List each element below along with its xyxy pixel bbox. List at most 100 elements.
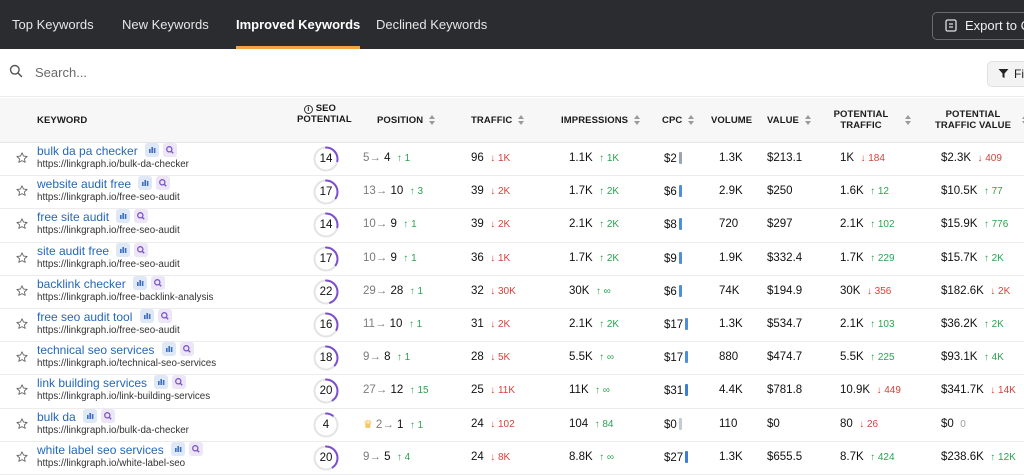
sort-icon[interactable] bbox=[1022, 115, 1024, 125]
traffic-delta: ↓ 1K bbox=[490, 252, 511, 264]
star-icon[interactable] bbox=[16, 351, 28, 363]
star-icon[interactable] bbox=[16, 152, 28, 164]
magnifier-icon[interactable] bbox=[189, 441, 204, 456]
star-icon[interactable] bbox=[16, 384, 28, 396]
bar-chart-icon[interactable] bbox=[154, 375, 169, 390]
col-potential-traffic[interactable]: POTENTIAL TRAFFIC bbox=[828, 109, 894, 131]
col-keyword[interactable]: KEYWORD bbox=[37, 115, 88, 126]
keyword-link[interactable]: free site audit bbox=[37, 210, 110, 225]
keyword-url: https://linkgraph.io/free-seo-audit bbox=[37, 192, 180, 204]
star-icon[interactable] bbox=[16, 417, 28, 430]
col-value[interactable]: VALUE bbox=[767, 115, 812, 126]
magnifier-icon[interactable] bbox=[157, 308, 172, 323]
bar-chart-icon[interactable] bbox=[171, 441, 186, 456]
keyword-link[interactable]: website audit free bbox=[37, 177, 132, 192]
arrow-right-icon: → bbox=[375, 384, 391, 397]
keyword-link[interactable]: bulk da pa checker bbox=[37, 144, 138, 158]
star-icon[interactable] bbox=[16, 285, 28, 297]
tab-declined-keywords[interactable]: Declined Keywords bbox=[376, 17, 488, 32]
impressions-value: 1.1K bbox=[569, 152, 593, 164]
table-row: free seo audit tool https://linkgraph.io… bbox=[0, 308, 1024, 343]
keyword-link[interactable]: bulk da bbox=[37, 409, 76, 424]
col-seo-potential[interactable]: i SEO POTENTIAL bbox=[297, 103, 352, 125]
volume-value: 2.9K bbox=[719, 185, 743, 198]
seo-potential-value: 4 bbox=[322, 418, 330, 431]
export-csv-button[interactable]: Export to CSV bbox=[932, 12, 1024, 40]
sort-icon[interactable] bbox=[905, 115, 912, 125]
magnifier-icon[interactable] bbox=[151, 275, 166, 290]
traffic-value: 96 bbox=[471, 152, 484, 164]
col-volume[interactable]: VOLUME bbox=[711, 115, 753, 126]
potential-traffic-cell: 10.9K ↓ 449 bbox=[840, 384, 901, 396]
star-icon[interactable] bbox=[16, 318, 28, 330]
star-icon[interactable] bbox=[16, 451, 28, 463]
bar-chart-icon[interactable] bbox=[138, 176, 153, 191]
keyword-link[interactable]: backlink checker bbox=[37, 276, 126, 291]
keyword-link[interactable]: site audit free bbox=[37, 243, 110, 258]
potential-traffic-delta: ↑ 103 bbox=[870, 318, 895, 330]
bar-chart-icon[interactable] bbox=[116, 209, 131, 224]
impressions-cell: 104 ↑ 84 bbox=[569, 418, 613, 430]
col-cpc[interactable]: CPC bbox=[662, 115, 695, 126]
top-tab-bar: Top Keywords New Keywords Improved Keywo… bbox=[0, 0, 1024, 49]
potential-traffic-value: 80 bbox=[840, 417, 853, 430]
keyword-link[interactable]: link building services bbox=[37, 376, 148, 391]
col-impressions[interactable]: IMPRESSIONS bbox=[561, 115, 641, 126]
impressions-value: 2.1K bbox=[569, 317, 593, 330]
bar-chart-icon[interactable] bbox=[145, 143, 160, 157]
tab-top-keywords[interactable]: Top Keywords bbox=[12, 17, 94, 32]
bar-chart-icon[interactable] bbox=[83, 408, 98, 423]
potential-traffic-delta: ↑ 102 bbox=[870, 219, 895, 231]
magnifier-icon[interactable] bbox=[179, 342, 194, 357]
potential-value-delta: ↑ 4K bbox=[983, 352, 1004, 364]
col-position[interactable]: POSITION bbox=[377, 115, 436, 126]
potential-value-delta: ↓ 2K bbox=[990, 285, 1011, 297]
cpc-value: $6 bbox=[664, 186, 677, 199]
potential-value-value: $182.6K bbox=[941, 284, 984, 297]
keyword-url: https://linkgraph.io/technical-seo-servi… bbox=[37, 358, 217, 370]
cpc-cell: $2 bbox=[664, 152, 682, 165]
magnifier-icon[interactable] bbox=[172, 375, 187, 390]
potential-traffic-value: 2.1K bbox=[840, 317, 864, 330]
magnifier-icon[interactable] bbox=[163, 143, 178, 157]
traffic-delta: ↓ 8K bbox=[490, 451, 511, 463]
value-cell: $297 bbox=[767, 218, 793, 231]
star-icon[interactable] bbox=[16, 251, 28, 264]
tab-new-keywords[interactable]: New Keywords bbox=[122, 17, 209, 32]
magnifier-icon[interactable] bbox=[134, 209, 149, 224]
magnifier-icon[interactable] bbox=[156, 176, 171, 191]
filter-button[interactable]: Filter bbox=[987, 61, 1024, 87]
star-icon[interactable] bbox=[16, 218, 28, 230]
magnifier-icon[interactable] bbox=[134, 242, 149, 257]
keyword-url: https://linkgraph.io/free-backlink-analy… bbox=[37, 291, 214, 303]
col-potential-traffic-value[interactable]: POTENTIAL TRAFFIC VALUE bbox=[932, 109, 1014, 131]
keyword-link[interactable]: white label seo services bbox=[37, 442, 164, 457]
bar-chart-icon[interactable] bbox=[116, 242, 131, 257]
star-icon[interactable] bbox=[16, 185, 28, 197]
magnifier-icon[interactable] bbox=[101, 408, 116, 423]
volume-value: 1.9K bbox=[719, 251, 743, 264]
volume-value: 74K bbox=[719, 284, 740, 297]
bar-chart-icon[interactable] bbox=[133, 275, 148, 290]
position-to: 28 bbox=[390, 284, 404, 297]
position-cell: ♛ 9→ 5 ↑ 4 bbox=[363, 451, 410, 463]
cpc-cell: $0 bbox=[664, 417, 682, 431]
potential-traffic-cell: 1.6K ↑ 12 bbox=[840, 185, 889, 197]
keyword-link[interactable]: technical seo services bbox=[37, 343, 155, 358]
tab-improved-keywords[interactable]: Improved Keywords bbox=[236, 0, 361, 49]
bar-chart-icon[interactable] bbox=[139, 308, 154, 323]
cpc-cell: $6 bbox=[664, 185, 682, 198]
keyword-link[interactable]: free seo audit tool bbox=[37, 309, 133, 324]
potential-value-cell: $238.6K ↑ 12K bbox=[941, 451, 1016, 463]
col-traffic[interactable]: TRAFFIC bbox=[471, 115, 525, 126]
position-from: 5 bbox=[363, 152, 370, 164]
bar-chart-icon[interactable] bbox=[161, 342, 176, 357]
cpc-cell: $9 bbox=[664, 251, 682, 265]
seo-potential-value: 18 bbox=[319, 352, 333, 365]
seo-potential-ring bbox=[313, 312, 339, 338]
seo-potential-ring bbox=[313, 212, 339, 238]
cpc-indicator bbox=[678, 417, 682, 430]
search-input[interactable] bbox=[35, 61, 435, 83]
col-seo-potential-label: SEO POTENTIAL bbox=[297, 103, 352, 125]
keyword-url: https://linkgraph.io/bulk-da-checker bbox=[37, 159, 189, 170]
